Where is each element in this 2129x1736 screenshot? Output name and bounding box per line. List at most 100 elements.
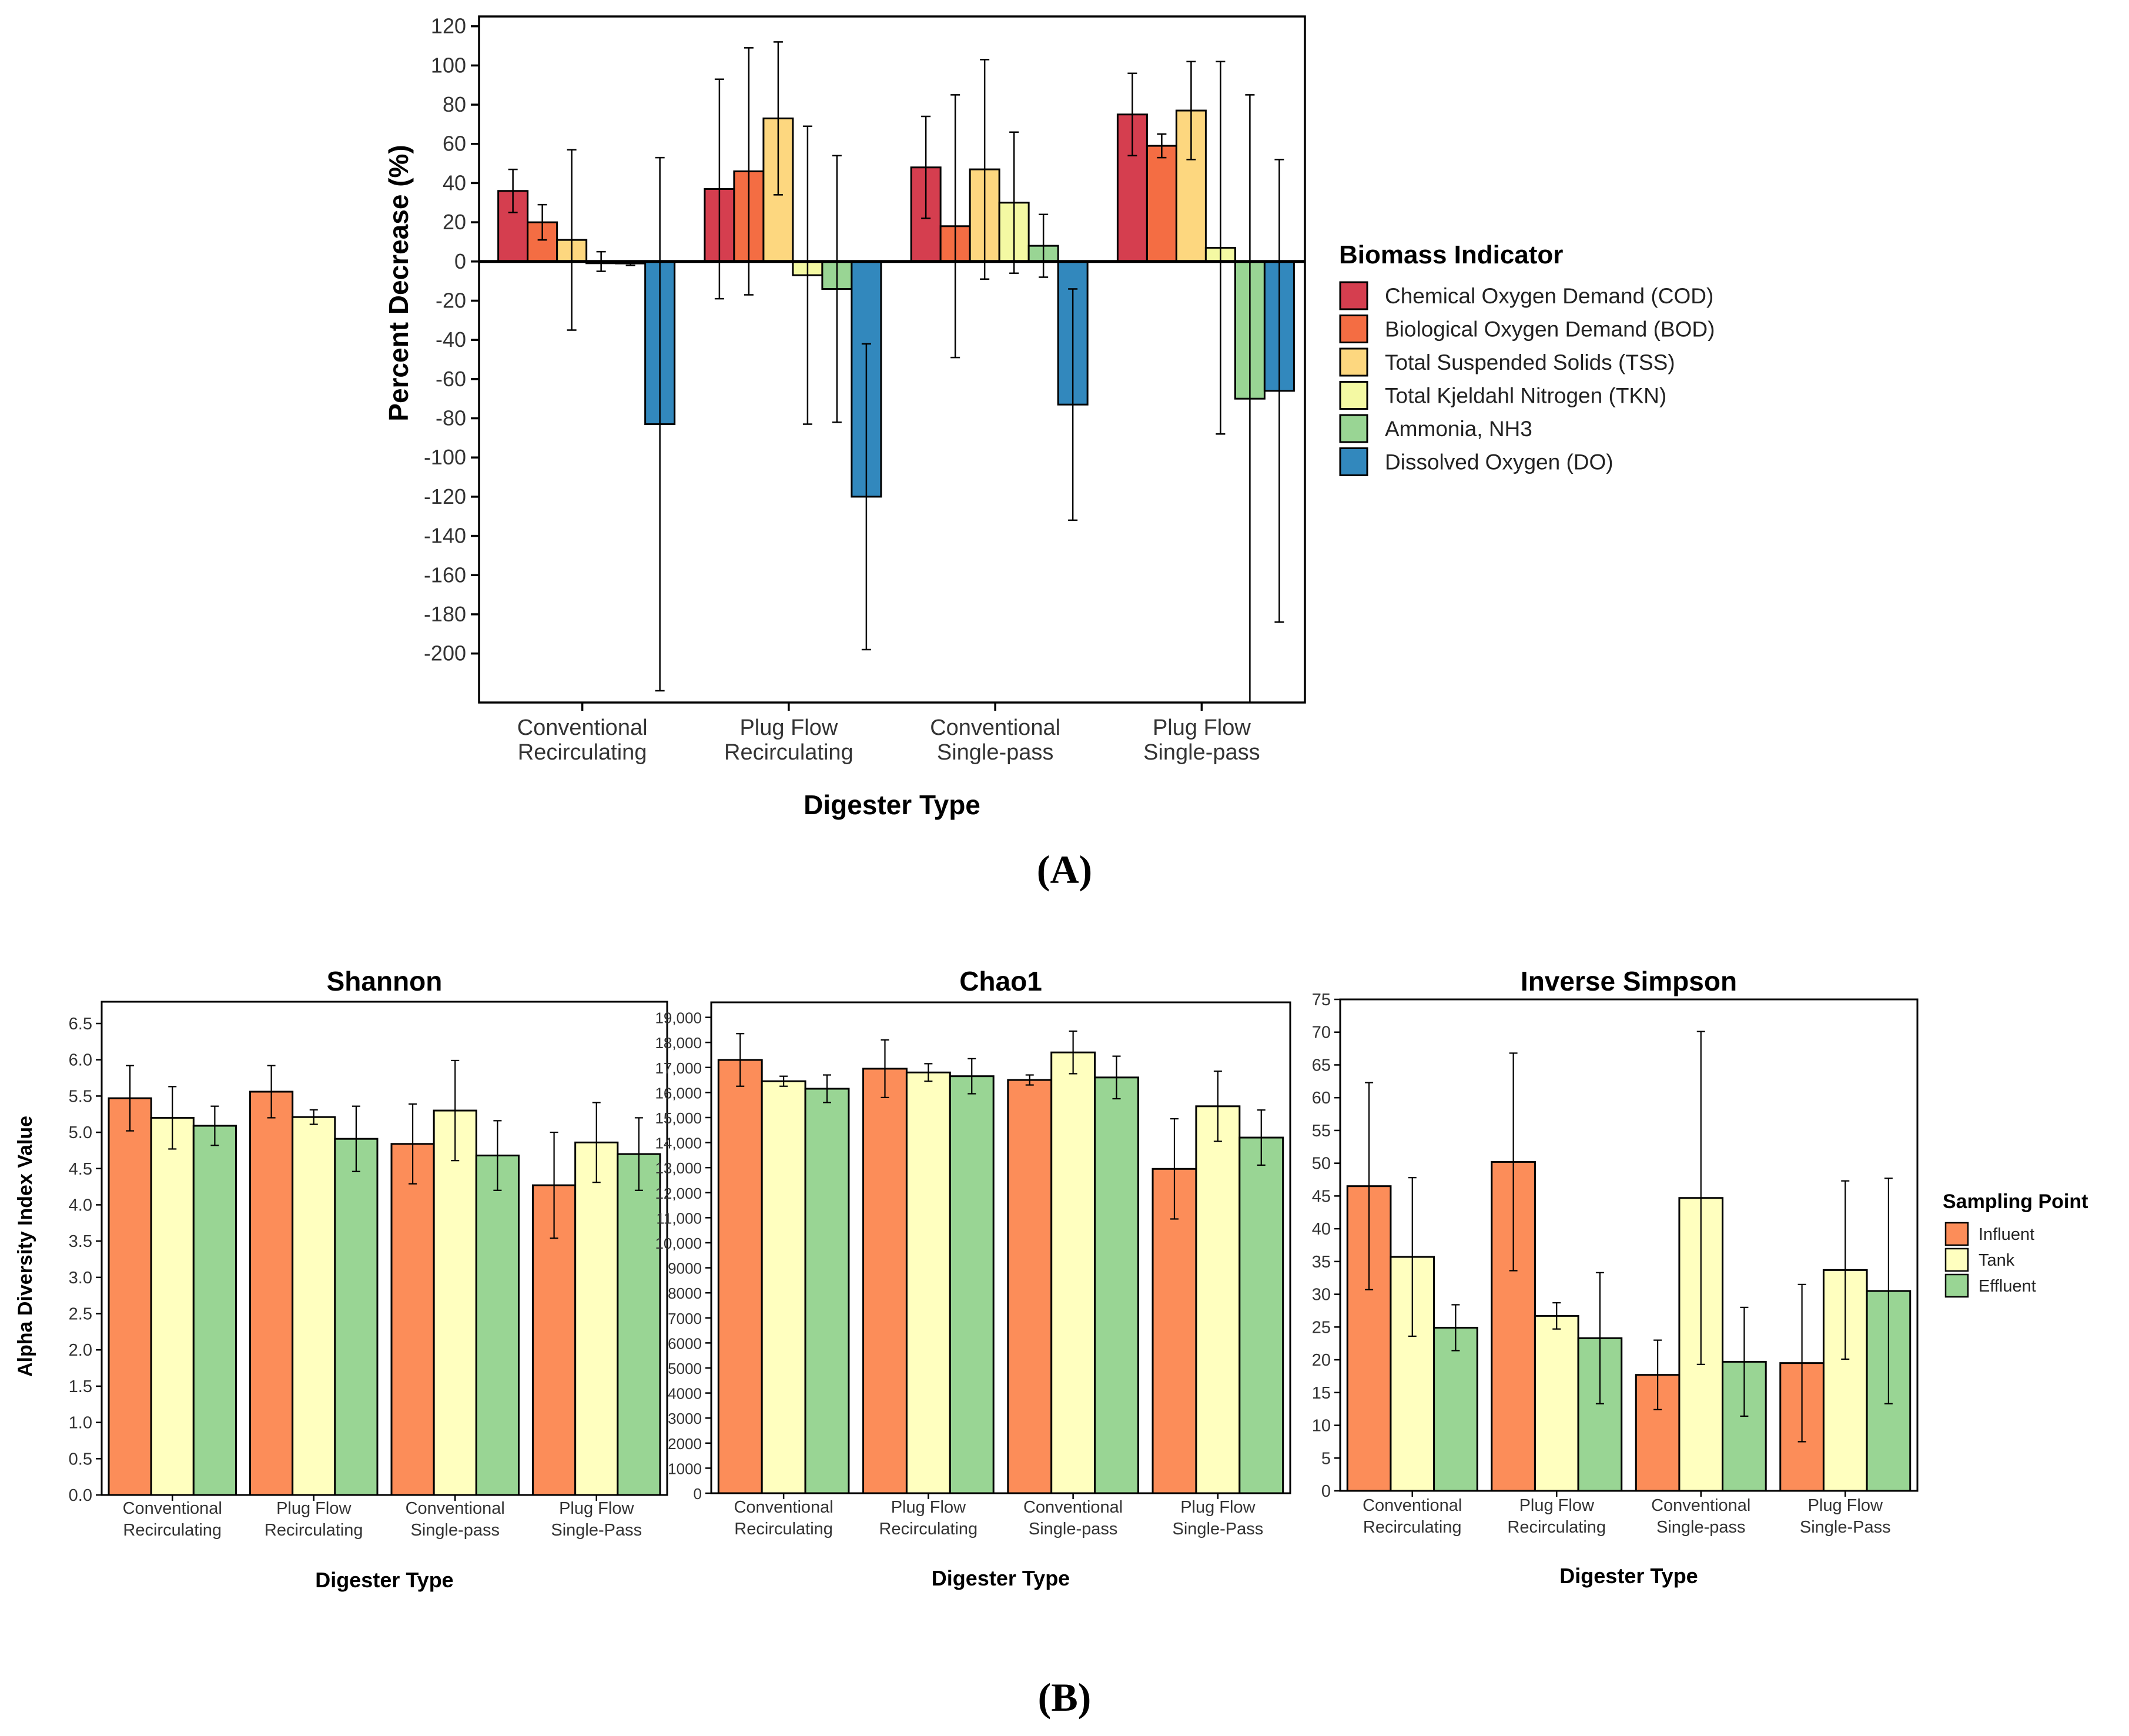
panel-b-chao1-bar-tank (1195, 1105, 1241, 1494)
panel-b-inverse-simpson-x-tick-label: Plug Flow (1519, 1496, 1595, 1515)
panel-a-legend-label-cod: Chemical Oxygen Demand (COD) (1385, 284, 1713, 308)
panel-b-chao1-x-tick-label: Recirculating (734, 1520, 833, 1538)
panel-b-chao1-x-tick-label: Single-Pass (1173, 1520, 1264, 1538)
panel-b-chao1-y-tick-label: 10,000 (655, 1235, 702, 1252)
panel-b-inverse-simpson-y-tick-label: 40 (1312, 1220, 1331, 1239)
panel-b-shannon-bar-tank (292, 1116, 336, 1496)
panel-b-inverse-simpson-x-tick-label: Single-Pass (1800, 1518, 1891, 1537)
panel-b-shannon-bar-effluent (334, 1138, 379, 1496)
panel-a-y-axis-title: Percent Decrease (%) (383, 145, 414, 421)
panel-a-x-tick-label: Recirculating (518, 740, 647, 765)
panel-b-shannon-y-tick-label: 2.0 (69, 1341, 92, 1360)
panel-a-x-tick-label: Conventional (517, 715, 648, 740)
panel-a-legend-key-cod (1339, 281, 1368, 310)
panel-b-inverse-simpson-y-tick-label: 55 (1312, 1122, 1331, 1140)
panel-a-legend-title: Biomass Indicator (1339, 240, 1563, 269)
panel-b-shannon-bar-influent (249, 1091, 294, 1496)
panel-a-legend-label-bod: Biological Oxygen Demand (BOD) (1385, 317, 1715, 342)
panel-b-chao1-bar-influent (862, 1068, 908, 1494)
panel-b-chao1-plot-border (710, 1001, 1291, 1494)
panel-b-chao1-y-tick-label: 9000 (668, 1260, 702, 1277)
panel-b-inverse-simpson-y-tick-label: 45 (1312, 1187, 1331, 1206)
panel-a-y-tick-label: 0 (454, 249, 466, 273)
panel-b-inverse-simpson-x-tick-label: Plug Flow (1808, 1496, 1883, 1515)
panel-b-chao1-y-tick-label: 15,000 (655, 1109, 702, 1127)
panel-b-inverse-simpson-x-tick-label: Recirculating (1363, 1518, 1462, 1537)
panel-a-y-tick-label: 20 (443, 210, 466, 234)
panel-b-shannon-bar-effluent (475, 1155, 520, 1496)
panel-b-shannon-y-tick-label: 6.5 (69, 1015, 92, 1033)
panel-b-inverse-simpson-x-tick-label: Recirculating (1507, 1518, 1606, 1537)
panel-b-shannon-x-axis-title: Digester Type (315, 1568, 453, 1592)
panel-b-inverse-simpson-y-tick-label: 30 (1312, 1286, 1331, 1304)
panel-b-shannon-bar-tank (150, 1116, 195, 1496)
panel-b-shannon-y-tick-label: 4.0 (69, 1196, 92, 1215)
panel-b-chao1-y-tick-label: 17,000 (655, 1059, 702, 1077)
panel-b-chao1-y-tick-label: 0 (694, 1485, 702, 1503)
panel-a-y-tick-label: 60 (443, 132, 466, 156)
panel-b-shannon-x-tick-label: Single-pass (410, 1521, 500, 1540)
panel-b-inverse-simpson-x-axis-title: Digester Type (1559, 1564, 1698, 1588)
panel-a-y-tick-label: 100 (431, 53, 466, 77)
panel-b-chao1-y-tick-label: 7000 (668, 1310, 702, 1327)
panel-b-shannon-x-tick-label: Plug Flow (559, 1499, 634, 1518)
panel-b-chao1-title: Chao1 (959, 966, 1042, 996)
panel-b-legend-title: Sampling Point (1943, 1190, 2088, 1213)
panel-b-inverse-simpson-bar-influent (1491, 1160, 1536, 1492)
panel-b-chao1-y-tick-label: 16,000 (655, 1084, 702, 1102)
panel-b-inverse-simpson-x-tick-label: Conventional (1651, 1496, 1750, 1515)
panel-b-chao1-bar-influent (717, 1059, 763, 1494)
panel-a-x-tick-label: Recirculating (724, 740, 853, 765)
panel-a-y-tick-label: -180 (424, 602, 466, 626)
panel-b-inverse-simpson-x-tick-label: Conventional (1363, 1496, 1462, 1515)
panel-b-chao1-x-tick-label: Recirculating (879, 1520, 978, 1538)
panel-b-legend-key-effluent (1944, 1273, 1969, 1298)
panel-b-chao1-bar-tank (1050, 1051, 1096, 1494)
panel-b-shannon-x-tick-label: Plug Flow (276, 1499, 352, 1518)
panel-b-shannon-y-tick-label: 3.5 (69, 1232, 92, 1251)
panel-a-y-tick-label: -60 (436, 367, 466, 391)
panel-b-shannon-y-tick-label: 1.0 (69, 1414, 92, 1433)
panel-b-shannon-y-tick-label: 3.0 (69, 1269, 92, 1287)
panel-a-x-tick-label: Plug Flow (739, 715, 838, 740)
panel-b-shannon-y-tick-label: 1.5 (69, 1377, 92, 1396)
panel-b-inverse-simpson-y-tick-label: 75 (1312, 991, 1331, 1009)
panel-b-inverse-simpson-title: Inverse Simpson (1521, 966, 1737, 996)
panel-b-chao1-y-tick-label: 14,000 (655, 1135, 702, 1152)
panel-a-legend-key-tkn (1339, 381, 1368, 410)
panel-b-shannon-x-tick-label: Recirculating (265, 1521, 363, 1540)
panel-a-x-tick-label: Conventional (930, 715, 1060, 740)
panel-a-caption: (A) (1037, 847, 1092, 892)
panel-b-inverse-simpson-y-tick-label: 50 (1312, 1155, 1331, 1173)
panel-b-chao1-y-tick-label: 5000 (668, 1360, 702, 1377)
panel-b-chao1-bar-tank (761, 1080, 806, 1494)
panel-a-x-tick-label: Single-pass (1143, 740, 1260, 765)
panel-b-shannon-bar-effluent (617, 1153, 661, 1496)
panel-b-chao1-bar-effluent (949, 1075, 995, 1494)
panel-b-shannon-y-tick-label: 0.0 (69, 1486, 92, 1505)
panel-a-y-tick-label: -160 (424, 563, 466, 587)
panel-a-y-tick-label: 40 (443, 170, 466, 195)
panel-b-legend-key-tank (1944, 1247, 1969, 1272)
panel-a-y-tick-label: -40 (436, 327, 466, 352)
panel-b-shannon-bar-influent (390, 1143, 435, 1496)
panel-b-chao1-x-tick-label: Conventional (734, 1498, 833, 1517)
panel-a-legend-label-tss: Total Suspended Solids (TSS) (1385, 350, 1675, 374)
panel-b-legend-label-effluent: Effluent (1979, 1277, 2036, 1296)
panel-b-shannon-y-tick-label: 5.0 (69, 1123, 92, 1142)
panel-b-chao1-bar-effluent (804, 1088, 850, 1494)
panel-b-chao1-y-tick-label: 19,000 (655, 1009, 702, 1027)
panel-b-inverse-simpson-y-tick-label: 35 (1312, 1253, 1331, 1272)
panel-b-shannon-y-tick-label: 2.5 (69, 1305, 92, 1324)
panel-b-inverse-simpson-y-tick-label: 60 (1312, 1089, 1331, 1108)
panel-b-shannon-bar-tank (574, 1141, 619, 1496)
panel-b-inverse-simpson-y-tick-label: 10 (1312, 1417, 1331, 1436)
panel-a-y-tick-label: -100 (424, 445, 466, 469)
panel-b-chao1-y-tick-label: 6000 (668, 1334, 702, 1352)
panel-b-inverse-simpson-x-tick-label: Single-pass (1656, 1518, 1746, 1537)
panel-b-chao1-y-tick-label: 12,000 (655, 1185, 702, 1202)
panel-b-chao1-x-tick-label: Plug Flow (891, 1498, 966, 1517)
panel-a-legend-label-nh3: Ammonia, NH3 (1385, 417, 1532, 441)
panel-b-inverse-simpson-y-tick-label: 20 (1312, 1351, 1331, 1370)
panel-b-legend-label-tank: Tank (1979, 1251, 2015, 1270)
